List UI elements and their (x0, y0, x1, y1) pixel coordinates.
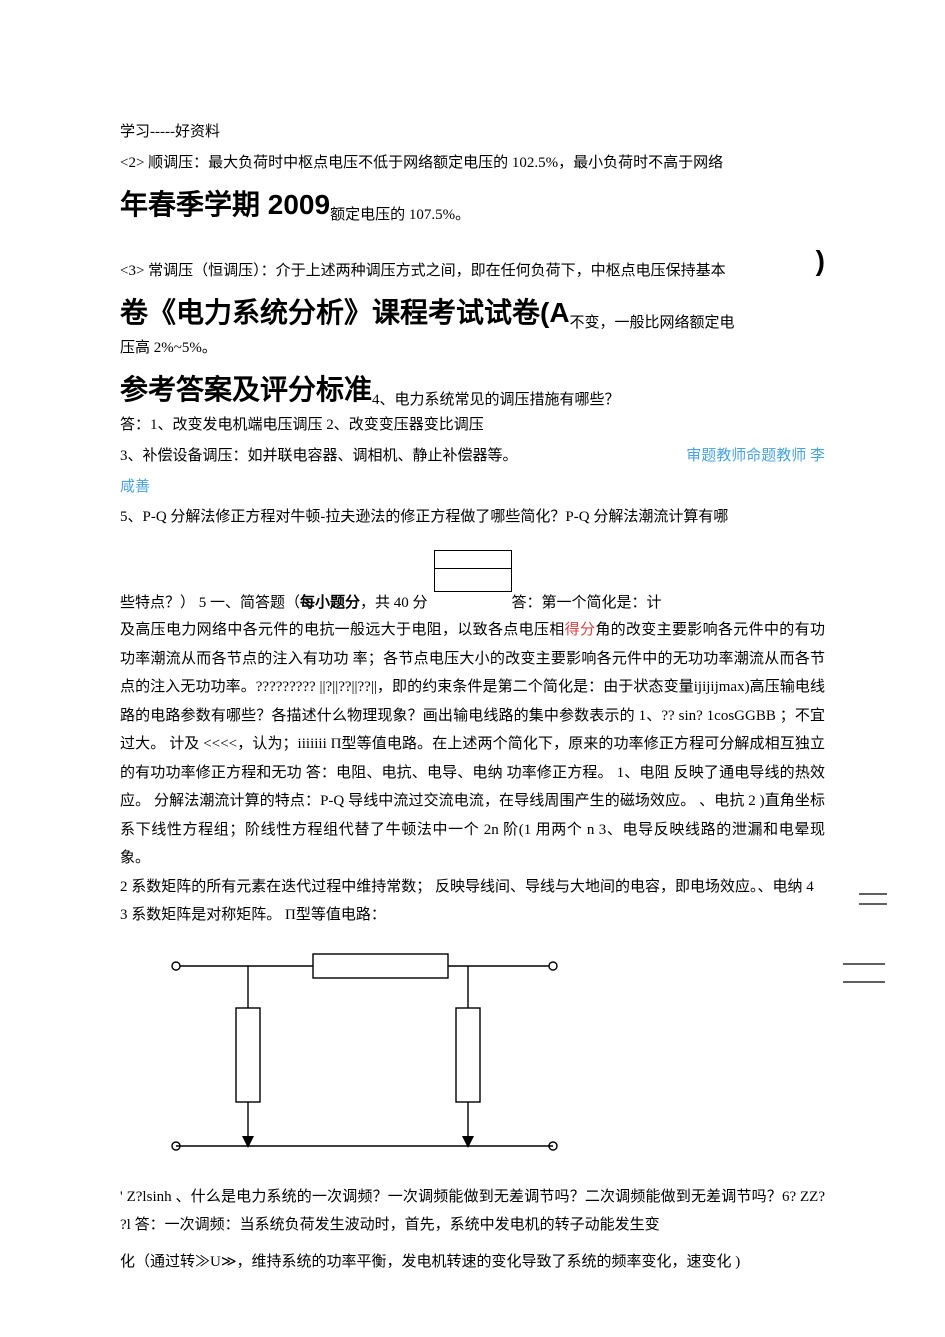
ans-line1: 答：1、改变发电机端电压调压 2、改变变压器变比调压 (120, 413, 825, 438)
study-note: 学习-----好资料 (120, 120, 825, 145)
semester-large: 年春季学期 2009 (120, 182, 330, 228)
ans-line2: 3、补偿设备调压：如并联电容器、调相机、静止补偿器等。 审题教师命题教师 李 (120, 444, 825, 469)
exam-tail: 不变，一般比网络额定电 (570, 311, 735, 336)
body-para-2: 2 系数矩阵的所有元素在迭代过程中维持常数； 反映导线间、导线与大地间的电容，即… (120, 873, 825, 902)
defen: 得分 (565, 622, 596, 638)
bottom-para-1: ' Z?lsinh 、什么是电力系统的一次调频？一次调频能做到无差调节吗？二次调… (120, 1183, 825, 1240)
right-marks-2 (841, 960, 889, 999)
answer-row: 参考答案及评分标准 4、电力系统常见的调压措施有哪些？ (120, 367, 825, 413)
para-3-row: <3> 常调压（恒调压）：介于上述两种调压方式之间，即在任何负荷下，中枢点电压保… (120, 238, 825, 284)
exam-row: 卷《电力系统分析》课程考试试卷(A 不变，一般比网络额定电 (120, 290, 825, 336)
body1b: 角的改变主要影响各元件中的有功功率潮流从而各节点的注入有功功 率；各节点电压大小… (120, 622, 825, 866)
teacher-name: 咸善 (120, 475, 825, 500)
q5b-bold: 每小题分 (300, 591, 360, 616)
right-marks-svg-2 (841, 960, 889, 990)
ans-line2-left: 3、补偿设备调压：如并联电容器、调相机、静止补偿器等。 (120, 444, 518, 469)
answer-large: 参考答案及评分标准 (120, 367, 372, 413)
paren-right: ) (816, 238, 825, 284)
teacher-label: 审题教师命题教师 李 (686, 444, 825, 469)
exam-large: 卷《电力系统分析》课程考试试卷(A (120, 290, 570, 336)
q5-a: 5、P-Q 分解法修正方程对牛顿-拉夫逊法的修正方程做了哪些简化？P-Q 分解法… (120, 505, 825, 530)
para-1: <2> 顺调压：最大负荷时中枢点电压不低于网络额定电压的 102.5%，最小负荷… (120, 151, 825, 176)
answer-tail: 4、电力系统常见的调压措施有哪些？ (372, 388, 620, 413)
q5b-after: 答：第一个简化是：计 (512, 591, 662, 616)
right-marks-1 (851, 890, 891, 925)
body-para-3: 3 系数矩阵是对称矩阵。 Π型等值电路： (120, 901, 825, 930)
pi-circuit-diagram (148, 948, 825, 1177)
q5b-mid: ，共 40 分 (360, 591, 428, 616)
q5b-pre: 些特点？） 5 一、简答题（ (120, 591, 300, 616)
bottom-para-2: 化（通过转≫U≫，维持系统的功率平衡，发电机转速的变化导致了系统的频率变化，速变… (120, 1250, 825, 1275)
right-marks-svg-1 (851, 890, 891, 916)
score-box (434, 550, 512, 592)
body1a: 及高压电力网络中各元件的电抗一般远大于电阻，以致各点电压相 (120, 622, 565, 638)
pi-circuit-svg (148, 948, 588, 1168)
para-3a: <3> 常调压（恒调压）：介于上述两种调压方式之间，即在任何负荷下，中枢点电压保… (120, 259, 816, 284)
semester-row: 年春季学期 2009 额定电压的 107.5%。 (120, 182, 825, 228)
semester-tail: 额定电压的 107.5%。 (330, 203, 470, 228)
body-para-1: 及高压电力网络中各元件的电抗一般远大于电阻，以致各点电压相得分角的改变主要影响各… (120, 616, 825, 873)
exam-tail2: 压高 2%~5%。 (120, 336, 825, 361)
q5-b-row: 些特点？） 5 一、简答题（ 每小题分 ，共 40 分 答：第一个简化是：计 (120, 574, 825, 616)
